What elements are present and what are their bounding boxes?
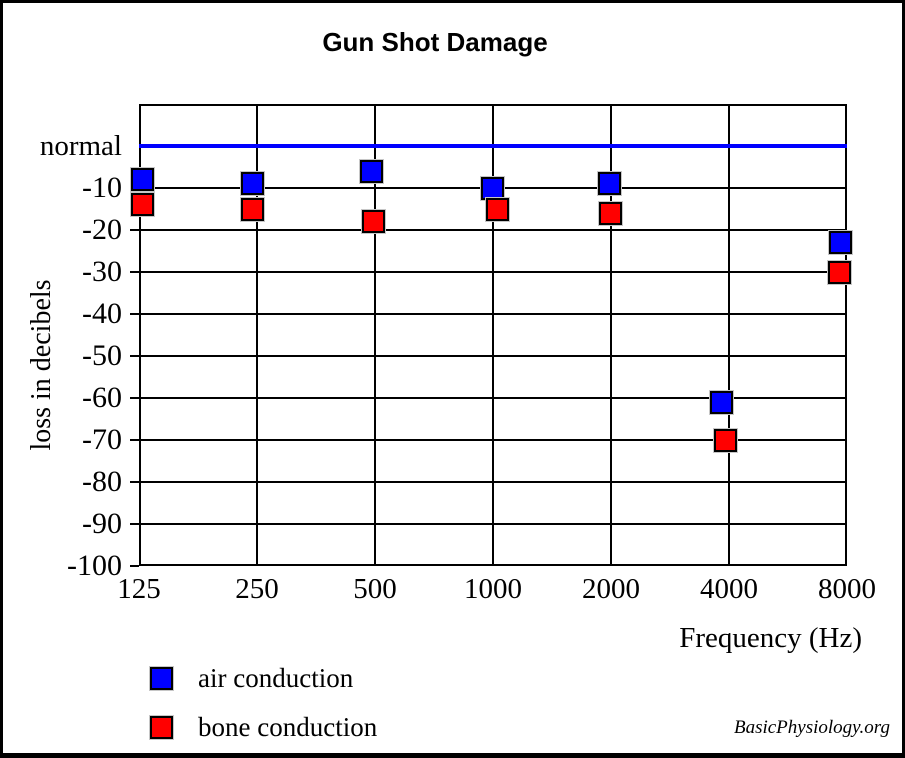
legend-item-air-conduction: air conduction [150,663,354,693]
y-tick-label: -80 [82,465,122,498]
y-tick-label: -100 [67,549,122,582]
y-axis-tick [130,355,139,357]
chart-title: Gun Shot Damage [322,27,548,57]
normal-reference-line [139,144,847,148]
y-tick-label: -20 [82,213,122,246]
y-tick-label: -10 [82,171,122,204]
y-tick-label: -30 [82,255,122,288]
y-tick-label: -60 [82,381,122,414]
y-axis-tick [130,565,139,567]
x-tick-label: 500 [353,573,397,605]
legend-label: air conduction [198,663,354,693]
y-tick-label: -90 [82,507,122,540]
data-point-bone-conduction-250 [240,197,264,221]
x-tick-label: 4000 [700,573,758,605]
x-tick-label: 8000 [818,573,876,605]
data-point-bone-conduction-500 [361,210,385,234]
data-point-bone-conduction-125 [130,193,154,217]
data-point-bone-conduction-4000 [713,428,737,452]
data-point-air-conduction-250 [240,172,264,196]
y-axis-tick [130,229,139,231]
data-point-air-conduction-1000 [480,176,504,200]
x-tick-label: 2000 [582,573,640,605]
x-axis-title: Frequency (Hz) [679,622,862,654]
v-gridline [492,104,494,566]
y-tick-label: -50 [82,339,122,372]
y-tick-label: -70 [82,423,122,456]
data-point-air-conduction-4000 [709,390,733,414]
y-axis-tick [130,439,139,441]
y-axis-tick [130,481,139,483]
normal-label: normal [39,130,122,162]
data-point-bone-conduction-8000 [827,260,851,284]
y-tick-label: -40 [82,297,122,330]
x-tick-label: 250 [235,573,279,605]
y-axis-tick [130,313,139,315]
v-gridline [374,104,376,566]
data-point-air-conduction-125 [130,168,154,192]
v-gridline [610,104,612,566]
data-point-bone-conduction-2000 [598,201,622,225]
y-axis-tick [130,397,139,399]
legend-item-bone-conduction: bone conduction [150,712,378,742]
bone-conduction-swatch [150,716,173,739]
data-point-bone-conduction-1000 [485,197,509,221]
legend-label: bone conduction [198,712,378,742]
y-axis-tick [130,523,139,525]
attribution-text: BasicPhysiology.org [733,717,890,738]
x-tick-label: 1000 [464,573,522,605]
v-gridline [728,104,730,566]
air-conduction-swatch [150,667,173,690]
x-tick-label: 125 [117,573,161,605]
data-point-air-conduction-8000 [828,231,852,255]
data-point-air-conduction-500 [359,159,383,183]
v-gridline [256,104,258,566]
data-point-air-conduction-2000 [597,172,621,196]
y-axis-tick [130,271,139,273]
